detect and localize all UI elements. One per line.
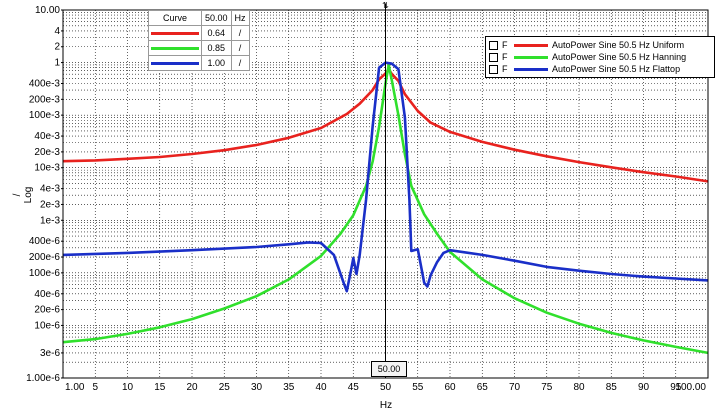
x-tick-label: 10	[122, 382, 134, 393]
cursor-table-row: 0.85 /	[148, 40, 250, 56]
legend-flag: F	[502, 64, 508, 74]
cursor-x-readout[interactable]: 50.00	[371, 361, 407, 377]
x-tick-label: 50	[380, 382, 392, 393]
x-tick-label: 5	[92, 382, 98, 393]
x-axis-ticks: 1.00 5 10 15 20 25 30 35 40 45 50 55 60 65 70 75 80 85 90 9…	[65, 382, 706, 393]
swatch-line	[151, 61, 199, 65]
legend-line-swatch	[514, 43, 548, 47]
cursor-table-header: Curve 50.00 Hz	[148, 10, 250, 26]
legend-checkbox[interactable]	[489, 64, 498, 74]
x-tick-label: 85	[606, 382, 618, 393]
y-tick-label: 200e-3	[29, 94, 61, 105]
x-tick-label: 15	[154, 382, 166, 393]
swatch-line	[151, 31, 199, 35]
x-tick-label: 80	[573, 382, 585, 393]
y-tick-label: 40e-3	[34, 131, 60, 142]
x-axis-title: Hz	[380, 400, 392, 411]
y-tick-label: 2e-3	[40, 199, 60, 210]
y-tick-label: 200e-6	[29, 252, 61, 263]
legend-checkbox[interactable]	[489, 52, 498, 62]
legend-label: AutoPower Sine 50.5 Hz Hanning	[552, 52, 687, 62]
legend-flag: F	[502, 52, 508, 62]
y-tick-label: 20e-6	[34, 305, 60, 316]
cursor-table-unit: /	[230, 40, 250, 56]
series-lines	[62, 61, 709, 355]
y-tick-label: 10.00	[35, 5, 60, 16]
x-tick-label: 35	[283, 382, 295, 393]
y-axis-ticks: 10.00 4 2 1 400e-3 200e-3 100e-3 40e-3 20e-3 10e-…	[26, 5, 63, 384]
y-tick-label: 10e-3	[34, 163, 60, 174]
y-tick-label: 1	[54, 58, 60, 69]
x-tick-label: 95	[670, 382, 682, 393]
x-tick-label: 20	[186, 382, 198, 393]
cursor-table-value: 1.00	[201, 55, 232, 71]
curve-swatch-red	[148, 25, 202, 41]
y-tick-label: 400e-3	[29, 78, 61, 89]
cursor-table-x-value[interactable]: 50.00	[201, 10, 232, 26]
x-tick-label: 60	[444, 382, 456, 393]
y-tick-label: 1.00e-6	[26, 373, 60, 384]
x-tick-label: 25	[219, 382, 231, 393]
x-tick-label: 90	[638, 382, 650, 393]
legend-item[interactable]: F AutoPower Sine 50.5 Hz Hanning	[489, 51, 711, 63]
series-line	[62, 61, 709, 293]
curve-swatch-blue	[148, 55, 202, 71]
curve-swatch-green	[148, 40, 202, 56]
y-axis-scale-label: Log	[23, 187, 34, 204]
legend-label: AutoPower Sine 50.5 Hz Flattop	[552, 64, 681, 74]
cursor-table-unit: /	[230, 25, 250, 41]
y-tick-label: 2	[54, 42, 60, 53]
x-tick-label: 45	[348, 382, 360, 393]
y-tick-label: 4e-3	[40, 184, 60, 195]
x-tick-label: 100.00	[675, 382, 706, 393]
y-tick-label: 100e-6	[29, 268, 61, 279]
legend: F AutoPower Sine 50.5 Hz Uniform F AutoP…	[485, 36, 715, 78]
cursor-table-row: 0.64 /	[148, 25, 250, 41]
y-tick-label: 4	[54, 26, 60, 37]
series-line	[62, 63, 709, 355]
legend-flag: F	[502, 40, 508, 50]
x-tick-label: 70	[509, 382, 521, 393]
y-tick-label: 100e-3	[29, 110, 61, 121]
cursor-table-curve-header: Curve	[148, 10, 202, 26]
legend-item[interactable]: F AutoPower Sine 50.5 Hz Uniform	[489, 39, 711, 51]
cursor-handle-icon[interactable]: ⇅	[382, 1, 389, 10]
cursor-values-table: Curve 50.00 Hz 0.64 / 0.85 / 1.00 /	[148, 10, 250, 71]
cursor-table-value: 0.64	[201, 25, 232, 41]
y-tick-label: 400e-6	[29, 236, 61, 247]
y-tick-label: 3e-6	[40, 348, 60, 359]
legend-line-swatch	[514, 55, 548, 59]
y-tick-label: 20e-3	[34, 147, 60, 158]
x-tick-label: 1.00	[65, 382, 85, 393]
y-tick-label: 10e-6	[34, 320, 60, 331]
legend-label: AutoPower Sine 50.5 Hz Uniform	[552, 40, 685, 50]
legend-item[interactable]: F AutoPower Sine 50.5 Hz Flattop	[489, 63, 711, 75]
cursor-table-x-unit: Hz	[230, 10, 250, 26]
x-tick-label: 75	[541, 382, 553, 393]
cursor-table-row: 1.00 /	[148, 55, 250, 71]
x-tick-label: 65	[477, 382, 489, 393]
legend-checkbox[interactable]	[489, 40, 498, 50]
y-tick-label: 40e-6	[34, 289, 60, 300]
cursor-table-value: 0.85	[201, 40, 232, 56]
legend-line-swatch	[514, 67, 548, 71]
x-tick-label: 30	[251, 382, 263, 393]
x-tick-label: 40	[315, 382, 327, 393]
y-axis-title: /	[12, 193, 23, 196]
cursor-table-unit: /	[230, 55, 250, 71]
x-tick-label: 55	[412, 382, 424, 393]
swatch-line	[151, 46, 199, 50]
y-tick-label: 1e-3	[40, 215, 60, 226]
